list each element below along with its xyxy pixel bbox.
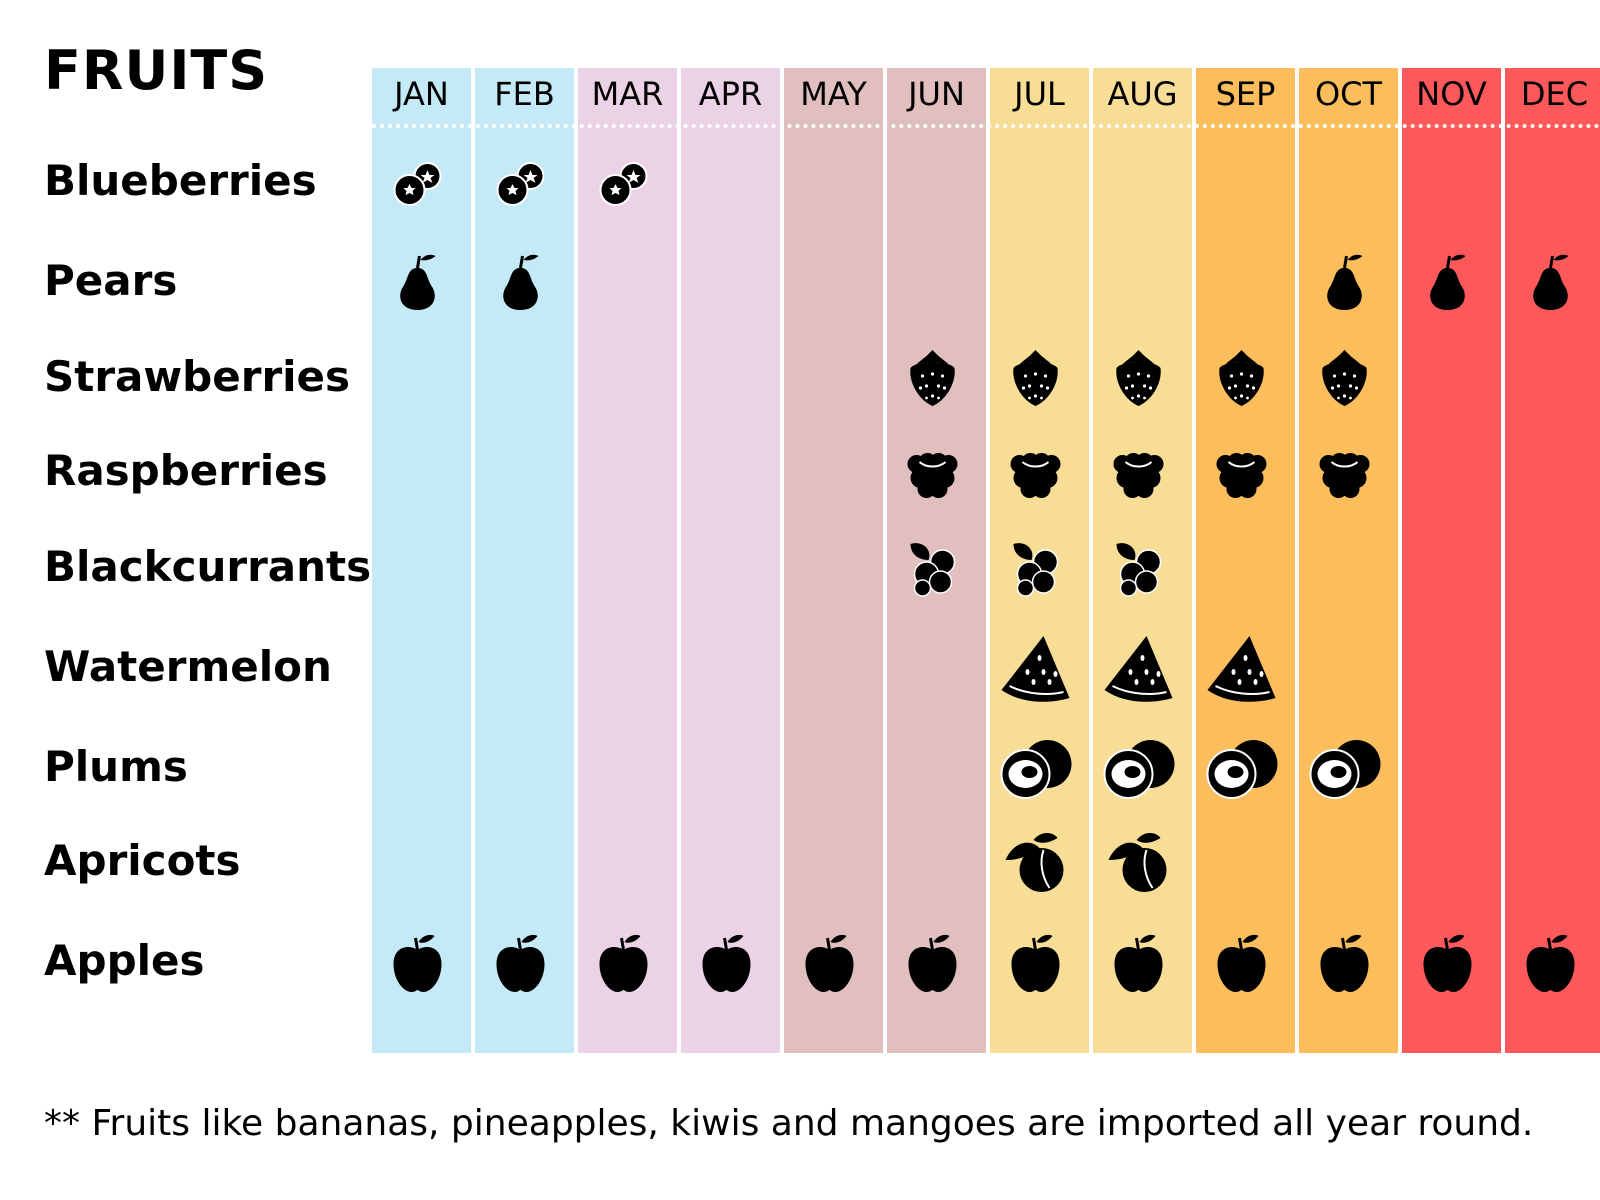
apple-icon (1526, 934, 1575, 992)
month-column-may (784, 68, 883, 1053)
apple-icon (599, 934, 648, 992)
raspberry-icon (1319, 453, 1370, 498)
blueberries-icon (599, 162, 648, 206)
blueberries-icon (393, 162, 442, 206)
apple-icon (1114, 934, 1163, 992)
apple-icon (908, 934, 957, 992)
fruit-label-strawberries: Strawberries (44, 352, 351, 401)
watermelon-icon (1207, 636, 1276, 702)
month-column-apr (681, 68, 780, 1053)
chart-title: FRUITS (44, 39, 269, 102)
month-label-dec: DEC (1520, 75, 1589, 113)
header-divider (372, 124, 1600, 128)
apple-icon (1423, 934, 1472, 992)
fruit-label-pears: Pears (44, 256, 178, 305)
raspberry-icon (1010, 453, 1061, 498)
apple-icon (1320, 934, 1369, 992)
watermelon-icon (1104, 636, 1173, 702)
month-label-jun: JUN (908, 75, 965, 113)
month-label-apr: APR (698, 75, 763, 113)
raspberry-icon (907, 453, 958, 498)
month-label-feb: FEB (494, 75, 555, 113)
fruit-label-raspberries: Raspberries (44, 446, 328, 495)
plum-icon (1309, 740, 1381, 799)
plum-icon (1206, 740, 1278, 799)
month-column-nov (1402, 68, 1501, 1053)
raspberry-icon (1216, 453, 1267, 498)
fruit-label-apples: Apples (44, 936, 205, 985)
month-column-feb (475, 68, 574, 1053)
fruit-label-blackcurrants: Blackcurrants (44, 542, 372, 591)
blackcurrant-icon (910, 543, 956, 597)
month-label-mar: MAR (591, 75, 664, 113)
pear-icon (1430, 254, 1466, 310)
pear-icon (503, 254, 539, 310)
apple-icon (1011, 934, 1060, 992)
apple-icon (805, 934, 854, 992)
footnote: ** Fruits like bananas, pineapples, kiwi… (44, 1103, 1534, 1144)
strawberry-icon (910, 350, 955, 406)
fruit-label-watermelon: Watermelon (44, 642, 332, 691)
month-column-jan (372, 68, 471, 1053)
apricot-icon (1108, 833, 1167, 892)
strawberry-icon (1013, 350, 1058, 406)
month-column-oct (1299, 68, 1398, 1053)
fruit-label-plums: Plums (44, 742, 188, 791)
month-label-may: MAY (800, 75, 867, 113)
month-label-jan: JAN (394, 75, 449, 113)
apricot-icon (1005, 833, 1064, 892)
blueberries-icon (496, 162, 545, 206)
month-label-oct: OCT (1314, 75, 1383, 113)
month-column-mar (578, 68, 677, 1053)
fruit-label-apricots: Apricots (44, 836, 241, 885)
apple-icon (393, 934, 442, 992)
apple-icon (702, 934, 751, 992)
pear-icon (1533, 254, 1569, 310)
strawberry-icon (1322, 350, 1367, 406)
plum-icon (1000, 740, 1072, 799)
strawberry-icon (1116, 350, 1161, 406)
plum-icon (1103, 740, 1175, 799)
raspberry-icon (1113, 453, 1164, 498)
strawberry-icon (1219, 350, 1264, 406)
apple-icon (1217, 934, 1266, 992)
month-label-jul: JUL (1014, 75, 1065, 113)
blackcurrant-icon (1013, 543, 1059, 597)
month-column-dec (1505, 68, 1600, 1053)
month-column-sep (1196, 68, 1295, 1053)
month-label-nov: NOV (1416, 75, 1487, 113)
blackcurrant-icon (1116, 543, 1162, 597)
watermelon-icon (1001, 636, 1070, 702)
apple-icon (496, 934, 545, 992)
month-label-sep: SEP (1215, 75, 1276, 113)
fruit-label-blueberries: Blueberries (44, 156, 317, 205)
pear-icon (1327, 254, 1363, 310)
month-label-aug: AUG (1107, 75, 1178, 113)
pear-icon (400, 254, 436, 310)
